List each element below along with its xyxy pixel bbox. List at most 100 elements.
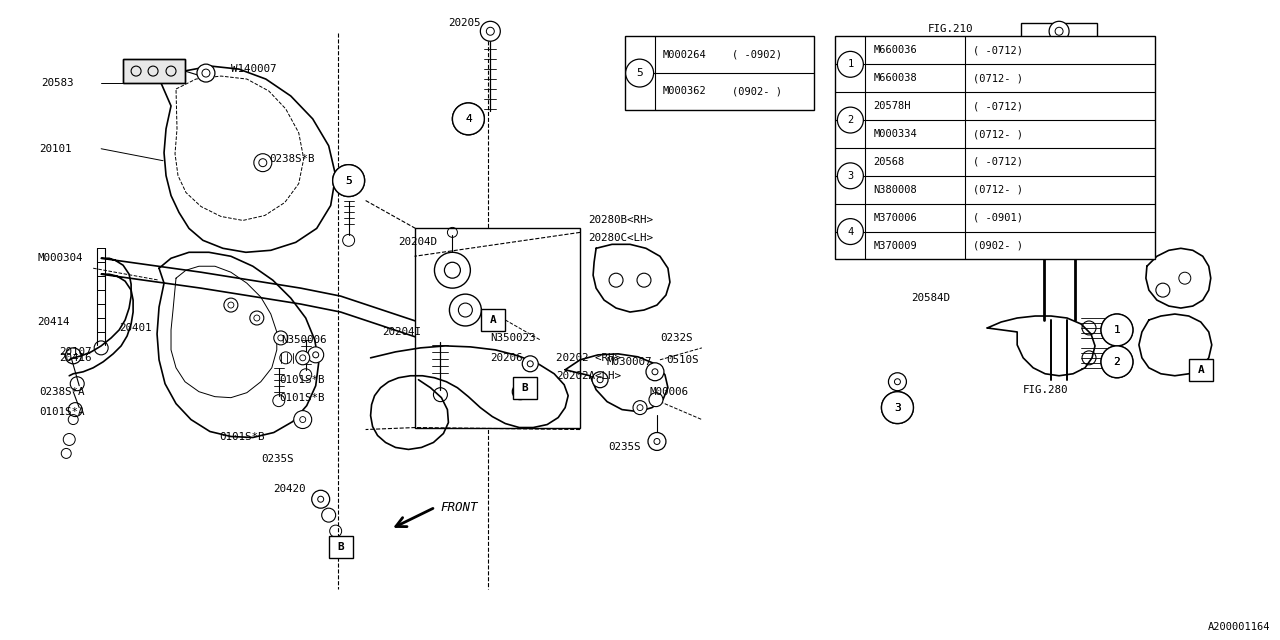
Circle shape	[882, 392, 914, 424]
Text: 20202 <RH>: 20202 <RH>	[557, 353, 621, 363]
Circle shape	[321, 508, 335, 522]
Text: 3: 3	[893, 403, 901, 413]
Text: FIG.210: FIG.210	[928, 24, 973, 35]
Text: 20107: 20107	[59, 347, 92, 357]
Circle shape	[648, 433, 666, 451]
Text: M370006: M370006	[873, 212, 916, 223]
Text: 20414: 20414	[37, 317, 70, 327]
Text: A: A	[1197, 365, 1204, 375]
Bar	[416, 228, 580, 428]
Text: M660038: M660038	[873, 73, 916, 83]
Text: 1: 1	[1114, 325, 1120, 335]
Text: 20401: 20401	[119, 323, 151, 333]
Bar	[1021, 23, 1097, 41]
Text: 20280C<LH>: 20280C<LH>	[588, 234, 653, 243]
Circle shape	[837, 163, 863, 189]
Text: 4: 4	[465, 114, 472, 124]
Text: 20206: 20206	[490, 353, 522, 363]
Text: 0101S*B: 0101S*B	[219, 433, 265, 442]
Circle shape	[224, 298, 238, 312]
Circle shape	[293, 411, 312, 429]
Text: 20101: 20101	[40, 144, 72, 154]
Circle shape	[837, 51, 863, 77]
Text: M000304: M000304	[37, 253, 83, 263]
Circle shape	[452, 103, 484, 135]
Text: 0510S: 0510S	[666, 355, 699, 365]
Text: M000264: M000264	[663, 50, 707, 60]
Text: 0101S*B: 0101S*B	[279, 375, 324, 385]
Text: 5: 5	[636, 68, 643, 78]
Text: M000362: M000362	[663, 86, 707, 97]
Circle shape	[1101, 314, 1133, 346]
Bar	[836, 36, 1155, 259]
Text: 0235S: 0235S	[608, 442, 640, 452]
Circle shape	[888, 372, 906, 390]
Text: B: B	[337, 542, 344, 552]
Circle shape	[253, 154, 271, 172]
Bar	[123, 59, 186, 83]
Text: 0232S: 0232S	[660, 333, 692, 343]
Bar	[625, 36, 814, 109]
Circle shape	[250, 311, 264, 325]
Circle shape	[882, 392, 914, 424]
Text: 20583: 20583	[41, 78, 74, 88]
Text: 5: 5	[346, 175, 352, 186]
Text: M660036: M660036	[873, 45, 916, 56]
Bar	[123, 59, 186, 83]
Circle shape	[1101, 346, 1133, 378]
Text: 20205: 20205	[448, 19, 481, 28]
Text: 20204I: 20204I	[383, 327, 421, 337]
Circle shape	[634, 401, 646, 415]
Circle shape	[333, 164, 365, 196]
Text: 20280B<RH>: 20280B<RH>	[588, 216, 653, 225]
Text: 3: 3	[893, 403, 901, 413]
Circle shape	[649, 393, 663, 406]
Text: ( -0712): ( -0712)	[973, 157, 1023, 167]
Circle shape	[837, 219, 863, 244]
Circle shape	[452, 103, 484, 135]
Circle shape	[626, 59, 654, 87]
Circle shape	[1101, 346, 1133, 378]
Circle shape	[1101, 314, 1133, 346]
Text: 1: 1	[847, 60, 854, 69]
Text: A: A	[490, 315, 497, 325]
Text: 2: 2	[847, 115, 854, 125]
Bar	[481, 309, 506, 331]
Text: N350006: N350006	[280, 335, 326, 345]
Text: M000334: M000334	[873, 129, 916, 139]
Text: 0238S*A: 0238S*A	[40, 387, 84, 397]
Circle shape	[480, 21, 500, 41]
Text: 20202A<LH>: 20202A<LH>	[557, 371, 621, 381]
Text: 20568: 20568	[873, 157, 905, 167]
Text: M00006: M00006	[650, 387, 689, 397]
Text: 4: 4	[465, 114, 472, 124]
Text: 0238S*B: 0238S*B	[269, 154, 315, 164]
Circle shape	[449, 294, 481, 326]
Text: M030007: M030007	[605, 357, 652, 367]
Circle shape	[274, 331, 288, 345]
Text: 0101S*A: 0101S*A	[40, 406, 84, 417]
Circle shape	[512, 384, 529, 399]
Circle shape	[646, 363, 664, 381]
Circle shape	[197, 64, 215, 82]
Text: ( -0712): ( -0712)	[973, 45, 1023, 56]
Text: (0712- ): (0712- )	[973, 73, 1023, 83]
Circle shape	[434, 252, 470, 288]
Bar	[329, 536, 352, 558]
Text: 20416: 20416	[59, 353, 92, 363]
Text: B: B	[522, 383, 529, 393]
Text: ( -0902): ( -0902)	[732, 50, 782, 60]
Text: 4: 4	[847, 227, 854, 237]
Text: W140007: W140007	[230, 64, 276, 74]
Text: (0712- ): (0712- )	[973, 129, 1023, 139]
Text: 20584D: 20584D	[911, 293, 951, 303]
Text: 2: 2	[1114, 357, 1120, 367]
Text: 20204D: 20204D	[398, 237, 438, 247]
Text: (0712- ): (0712- )	[973, 185, 1023, 195]
Text: (0902- ): (0902- )	[732, 86, 782, 97]
Text: 0101S*B: 0101S*B	[279, 393, 324, 403]
Text: ( -0901): ( -0901)	[973, 212, 1023, 223]
Text: 2: 2	[1114, 357, 1120, 367]
Circle shape	[333, 164, 365, 196]
Text: FIG.280: FIG.280	[1023, 385, 1069, 395]
